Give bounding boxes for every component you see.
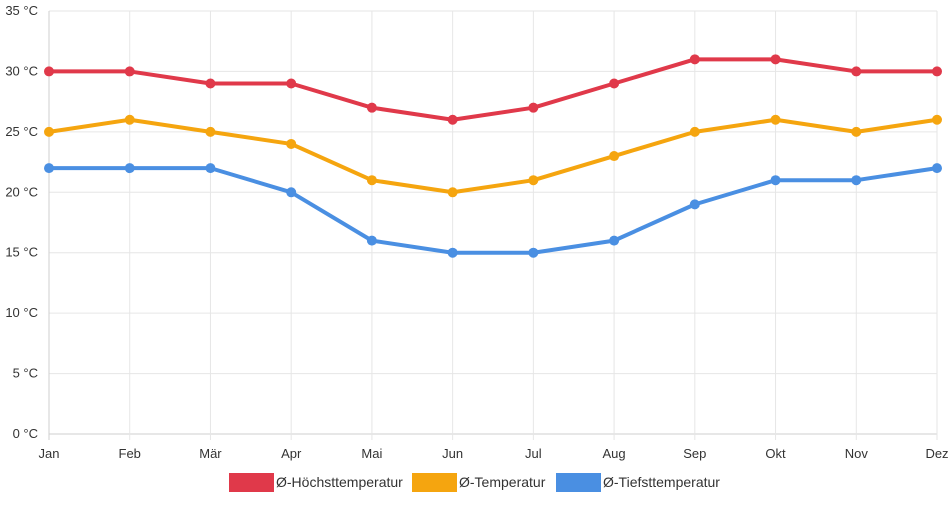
data-point (366, 175, 377, 186)
legend-swatch (412, 473, 457, 492)
data-point (609, 78, 620, 89)
legend-item[interactable]: Ø-Temperatur (412, 473, 546, 492)
data-point (205, 126, 216, 137)
legend-label: Ø-Tiefsttemperatur (603, 474, 720, 490)
data-point (124, 114, 135, 125)
data-point (124, 163, 135, 174)
series-3 (44, 163, 942, 258)
x-tick-label: Dez (925, 446, 948, 461)
data-point (528, 102, 539, 113)
legend-item[interactable]: Ø-Tiefsttemperatur (556, 473, 720, 492)
x-tick-label: Jul (525, 446, 542, 461)
x-tick-label: Jan (39, 446, 60, 461)
data-point (932, 163, 942, 174)
data-point (770, 114, 781, 125)
data-point (366, 235, 377, 246)
data-point (205, 163, 216, 174)
data-point (528, 247, 539, 258)
data-point (770, 54, 781, 65)
x-tick-label: Okt (765, 446, 786, 461)
x-tick-label: Mär (199, 446, 222, 461)
data-point (366, 102, 377, 113)
y-tick-label: 25 °C (5, 124, 38, 139)
y-tick-label: 20 °C (5, 184, 38, 199)
data-point (528, 175, 539, 186)
x-tick-label: Apr (281, 446, 302, 461)
y-tick-label: 15 °C (5, 245, 38, 260)
y-tick-label: 5 °C (13, 366, 38, 381)
data-point (851, 126, 862, 137)
data-point (447, 247, 458, 258)
grid (48, 10, 938, 440)
x-tick-label: Mai (361, 446, 382, 461)
x-tick-label: Sep (683, 446, 706, 461)
data-point (689, 126, 700, 137)
data-point (205, 78, 216, 89)
series-line (47, 57, 939, 122)
y-tick-label: 0 °C (13, 426, 38, 441)
legend[interactable]: Ø-Höchsttemperatur Ø-Temperatur Ø-Tiefstte… (229, 473, 720, 492)
data-point (44, 163, 54, 174)
data-point (609, 151, 620, 162)
data-point (851, 175, 862, 186)
data-point (286, 187, 297, 198)
y-tick-label: 10 °C (5, 305, 38, 320)
series-lines (44, 54, 942, 258)
data-point (124, 66, 135, 77)
data-point (932, 114, 942, 125)
data-point (770, 175, 781, 186)
x-tick-label: Nov (845, 446, 869, 461)
data-point (851, 66, 862, 77)
legend-item[interactable]: Ø-Höchsttemperatur (229, 473, 403, 492)
data-point (689, 54, 700, 65)
data-point (689, 199, 700, 210)
legend-label: Ø-Höchsttemperatur (276, 474, 403, 490)
legend-swatch (556, 473, 601, 492)
data-point (286, 138, 297, 149)
data-point (932, 66, 942, 77)
axes: 0 °C 5 °C 10 °C 15 °C 20 °C 25 °C 30 °C 35 °C Ja… (5, 3, 948, 461)
series-1 (44, 54, 942, 125)
y-tick-label: 35 °C (5, 3, 38, 18)
y-tick-label: 30 °C (5, 63, 38, 78)
legend-label: Ø-Temperatur (459, 474, 546, 490)
series-2 (44, 114, 942, 198)
series-line (47, 117, 939, 195)
data-point (447, 187, 458, 198)
x-tick-label: Feb (119, 446, 141, 461)
data-point (286, 78, 297, 89)
data-point (609, 235, 620, 246)
series-line (47, 166, 939, 255)
legend-swatch (229, 473, 274, 492)
data-point (44, 66, 54, 77)
data-point (447, 114, 458, 125)
x-tick-label: Aug (603, 446, 626, 461)
x-tick-label: Jun (442, 446, 463, 461)
data-point (44, 126, 54, 137)
